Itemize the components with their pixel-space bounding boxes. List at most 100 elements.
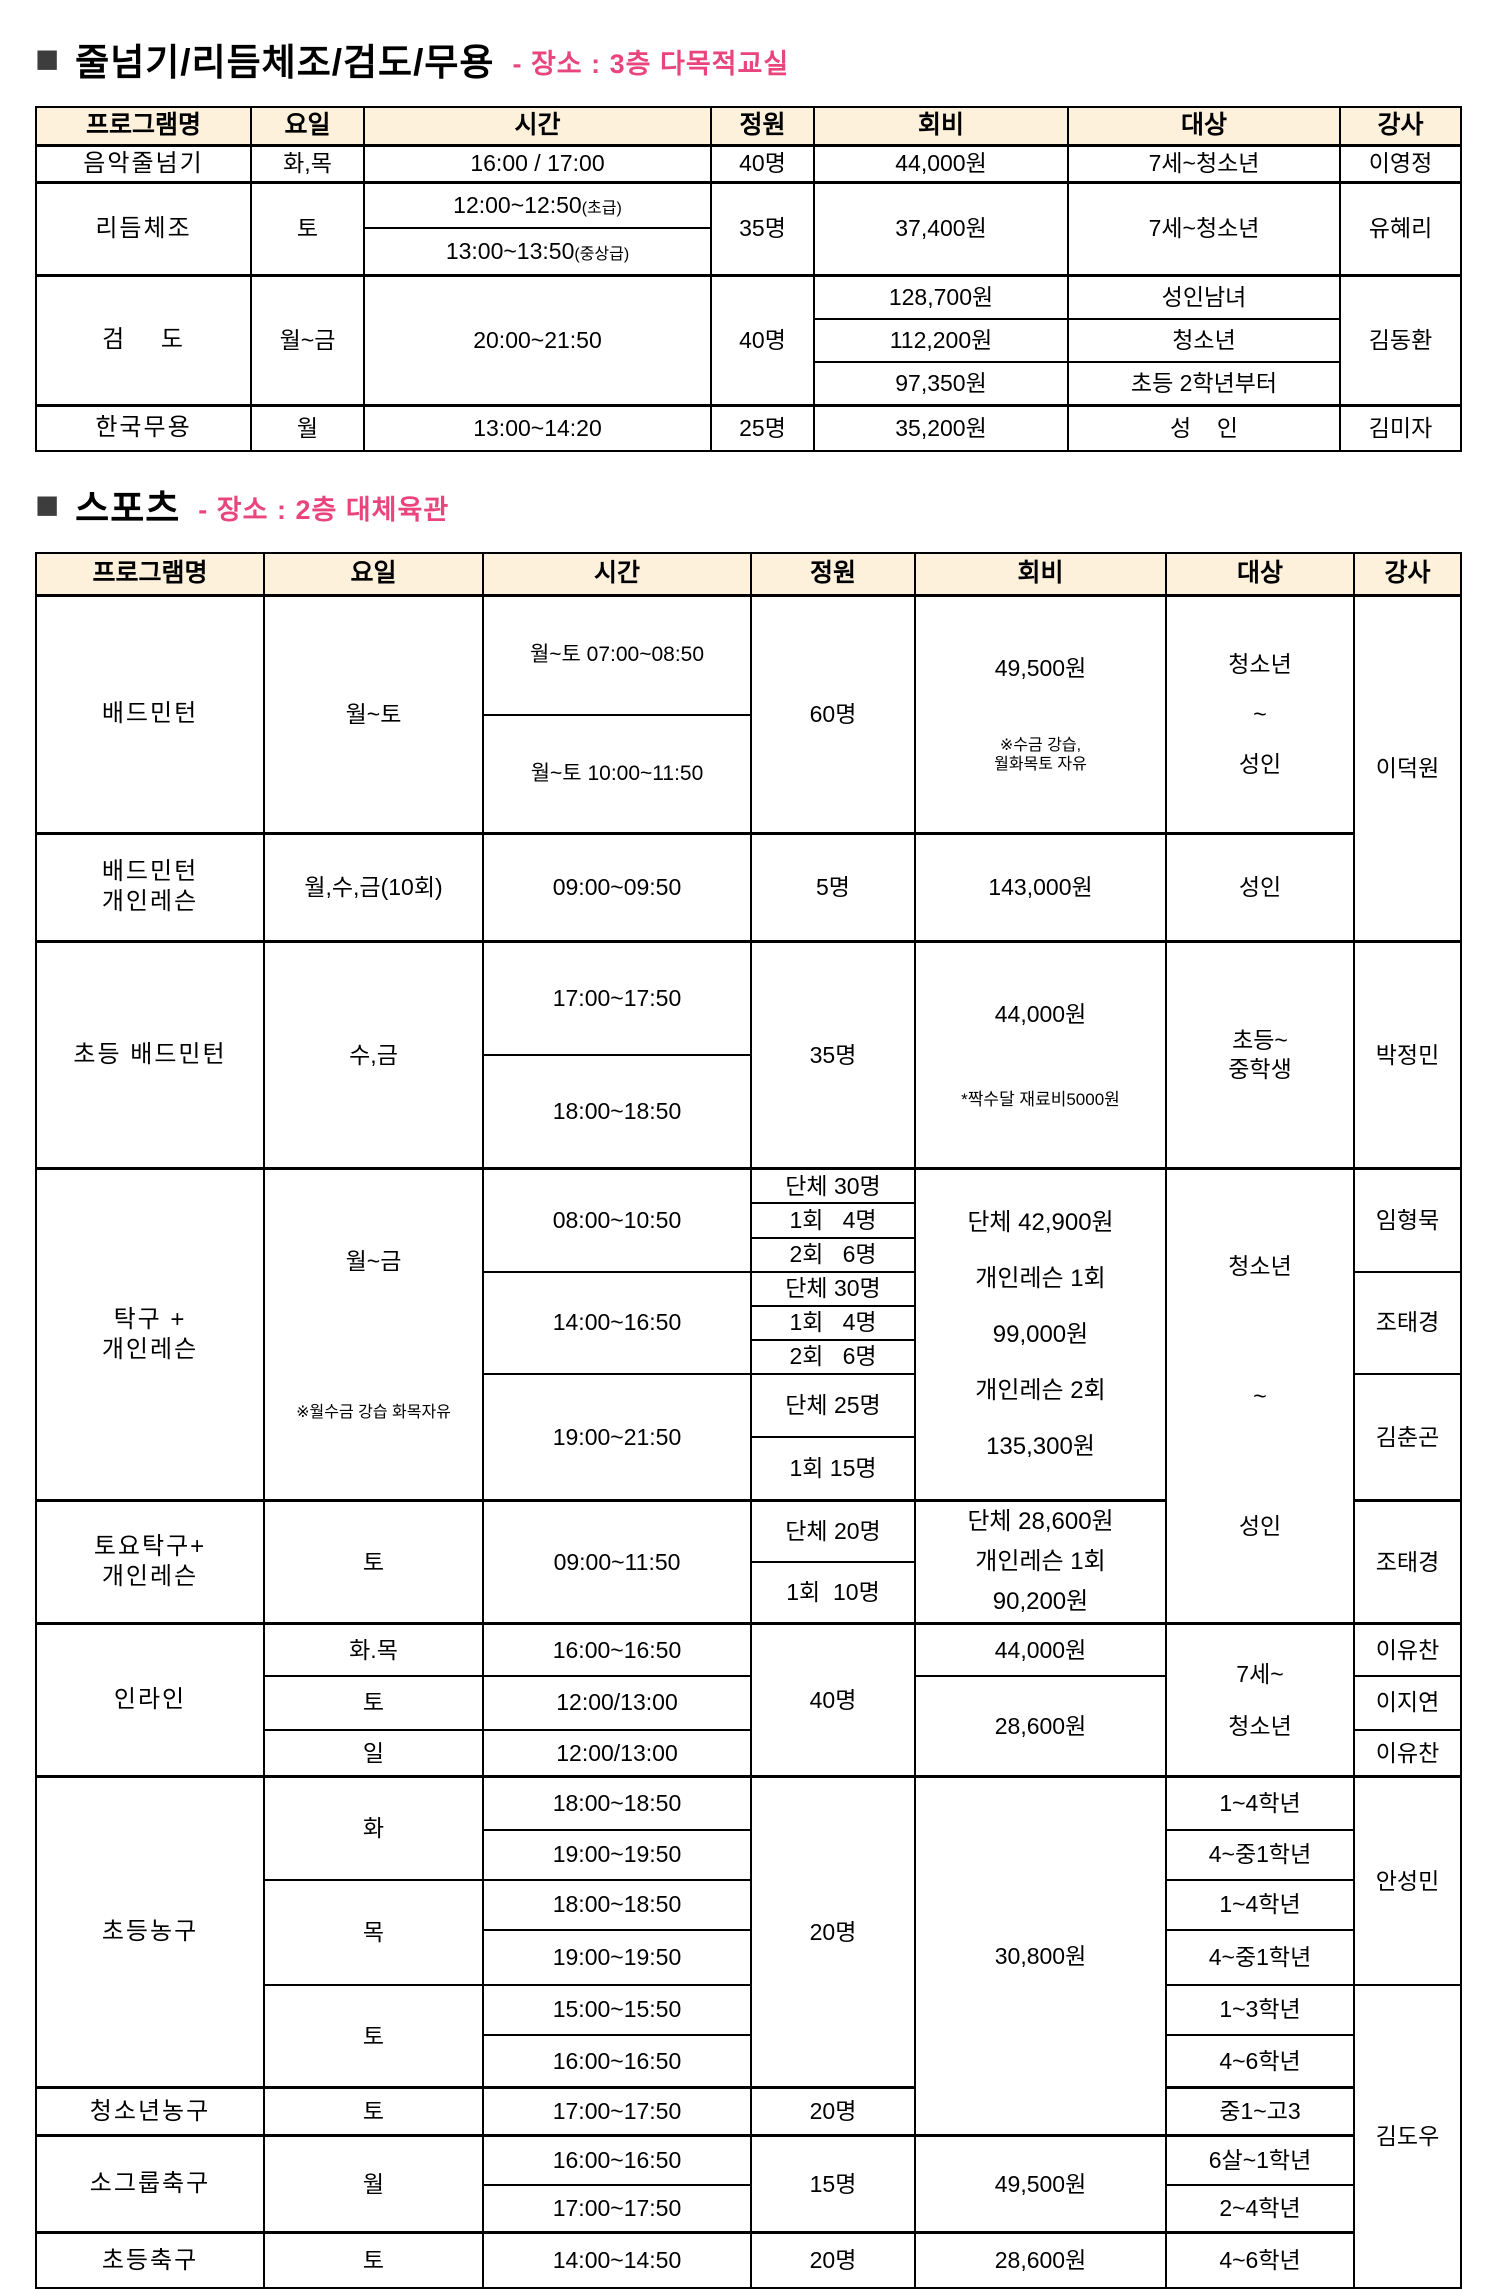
row-bball-2: 19:00~19:50 4~중1학년 — [36, 1828, 1461, 1881]
row-youth-basketball: 청소년농구 토 17:00~17:50 20명 중1~고3 — [35, 2086, 1461, 2137]
rhythm-time-1: 12:00~12:50(초급) — [363, 180, 712, 229]
sat-tabletennis-fee: 단체 28,600원 개인레슨 1회 90,200원 — [914, 1499, 1167, 1625]
youth-basketball-day: 토 — [263, 2086, 484, 2137]
row-kendo-1: 검 도 월~금 20:00~21:50 40명 128,700원 성인남녀 김동… — [35, 273, 1462, 406]
kendo-time: 20:00~21:50 — [363, 273, 712, 406]
elem-badminton-name: 초등 배드민턴 — [35, 939, 265, 1170]
section2-location: - 장소 : 2층 대체육관 — [198, 494, 450, 525]
t1-col-target: 대상 — [1067, 106, 1341, 147]
elem-soccer-fee: 28,600원 — [914, 2231, 1167, 2289]
elem-badminton-teacher: 박정민 — [1353, 939, 1462, 1170]
schedule-table-sports: 프로그램명 요일 시간 정원 회비 대상 강사 배드민턴 월~토 월~토 07:… — [35, 552, 1462, 2289]
badminton-fee-amount: 49,500원 — [994, 655, 1087, 681]
smallgroup-soccer-target-2: 2~4학년 — [1165, 2183, 1355, 2234]
tabletennis-cap-3b: 1회 15명 — [750, 1435, 916, 1502]
elem-soccer-name: 초등축구 — [35, 2231, 265, 2289]
dance-teacher: 김미자 — [1339, 403, 1462, 452]
badminton-capacity: 60명 — [750, 593, 916, 835]
elem-basketball-time-2: 19:00~19:50 — [482, 1828, 752, 1881]
t2-col-fee: 회비 — [914, 552, 1167, 597]
tabletennis-time-3: 19:00~21:50 — [482, 1372, 752, 1502]
row-elem-badminton-1: 초등 배드민턴 수,금 17:00~17:50 35명 44,000원 *짝수달… — [35, 939, 1462, 1170]
elem-basketball-day-tue: 화 — [263, 1775, 484, 1881]
row-badminton-lesson: 배드민턴 개인레슨 월,수,금(10회) 09:00~09:50 5명 143,… — [35, 831, 1461, 943]
tabletennis-day-text: 월~금 — [345, 1248, 402, 1275]
tabletennis-target: 청소년 ~ 성인 — [1165, 1167, 1355, 1625]
row-bball-4: 19:00~19:50 4~중1학년 — [36, 1928, 1461, 1986]
kendo-target-adult: 성인남녀 — [1067, 273, 1341, 320]
jumprope-teacher: 이영정 — [1339, 144, 1462, 183]
row-inline-1: 인라인 화.목 16:00~16:50 40명 44,000원 7세~ 청소년 … — [35, 1622, 1462, 1778]
badminton-name: 배드민턴 — [35, 593, 265, 835]
row-tt-6: 2회 6명 — [36, 1338, 1461, 1375]
badminton-fee-note: ※수금 강습, 월화목토 자유 — [994, 737, 1087, 774]
smallgroup-soccer-target-1: 6살~1학년 — [1165, 2134, 1355, 2186]
row-tt-7: 19:00~21:50 단체 25명 김춘곤 — [36, 1372, 1462, 1502]
row-tt-1: 탁구 + 개인레슨 월~금 ※월수금 강습 화목자유 08:00~10:50 단… — [35, 1167, 1462, 1625]
rhythm-time-1-text: 12:00~12:50 — [453, 191, 582, 218]
square-bullet-icon: ■ — [35, 37, 60, 81]
inline-time-1: 16:00~16:50 — [482, 1622, 752, 1677]
row-rhythm-2: 13:00~13:50(중상급) — [36, 227, 1461, 276]
badminton-time-2: 월~토 10:00~11:50 — [482, 713, 752, 835]
elem-basketball-target-5: 1~3학년 — [1165, 1983, 1355, 2036]
inline-fee-23: 28,600원 — [914, 1674, 1167, 1778]
sat-tabletennis-day: 토 — [263, 1499, 484, 1625]
row-inline-2: 토 12:00/13:00 28,600원 이지연 — [36, 1674, 1462, 1778]
row-tt-4: 14:00~16:50 단체 30명 조태경 — [36, 1270, 1462, 1375]
elem-basketball-capacity: 20명 — [750, 1775, 916, 2089]
smallgroup-soccer-name: 소그룹축구 — [35, 2134, 265, 2234]
rhythm-fee: 37,400원 — [813, 180, 1069, 276]
kendo-name: 검 도 — [35, 273, 252, 406]
inline-capacity: 40명 — [750, 1622, 916, 1778]
sat-tabletennis-cap-1: 단체 20명 — [750, 1499, 916, 1564]
rhythm-time-2: 13:00~13:50(중상급) — [363, 227, 712, 276]
elem-basketball-time-1: 18:00~18:50 — [482, 1775, 752, 1831]
badminton-lesson-time: 09:00~09:50 — [482, 831, 752, 943]
elem-basketball-day-sat: 토 — [263, 1983, 484, 2089]
tabletennis-cap-2b: 1회 4명 — [750, 1304, 916, 1341]
elem-basketball-time-5: 15:00~15:50 — [482, 1983, 752, 2036]
elem-basketball-target-4: 4~중1학년 — [1165, 1928, 1355, 1986]
inline-time-3: 12:00/13:00 — [482, 1728, 752, 1778]
t1-col-teacher: 강사 — [1339, 106, 1462, 147]
elem-basketball-target-3: 1~4학년 — [1165, 1878, 1355, 1931]
dance-fee: 35,200원 — [813, 403, 1069, 452]
kendo-fee-elem: 97,350원 — [813, 361, 1069, 406]
badminton-target: 청소년 ~ 성인 — [1165, 593, 1355, 835]
inline-fee-1: 44,000원 — [914, 1622, 1167, 1677]
row-kendo-3: 97,350원 초등 2학년부터 — [36, 361, 1461, 406]
basketball-soccer-teacher: 김도우 — [1353, 1983, 1462, 2289]
elem-soccer-time: 14:00~14:50 — [482, 2231, 752, 2289]
tabletennis-cap-1a: 단체 30명 — [750, 1167, 916, 1204]
elem-basketball-teacher-top: 안성민 — [1353, 1775, 1462, 1986]
tabletennis-time-2: 14:00~16:50 — [482, 1270, 752, 1375]
tabletennis-fee: 단체 42,900원 개인레슨 1회 99,000원 개인레슨 2회 135,3… — [914, 1167, 1167, 1502]
inline-time-2: 12:00/13:00 — [482, 1674, 752, 1731]
row-dance: 한국무용 월 13:00~14:20 25명 35,200원 성 인 김미자 — [35, 403, 1462, 452]
elem-basketball-time-4: 19:00~19:50 — [482, 1928, 752, 1986]
tabletennis-name: 탁구 + 개인레슨 — [35, 1167, 265, 1502]
elem-badminton-day: 수,금 — [263, 939, 484, 1170]
t2-col-capacity: 정원 — [750, 552, 916, 597]
inline-teacher-2: 이지연 — [1353, 1674, 1462, 1731]
tabletennis-teacher-1: 임형묵 — [1353, 1167, 1462, 1273]
row-bball-3: 목 18:00~18:50 1~4학년 — [36, 1878, 1461, 1986]
schedule-table-multipurpose: 프로그램명 요일 시간 정원 회비 대상 강사 음악줄넘기 화,목 16:00 … — [35, 106, 1462, 452]
jumprope-name: 음악줄넘기 — [35, 144, 252, 183]
tabletennis-teacher-3: 김춘곤 — [1353, 1372, 1462, 1502]
row-badminton-2: 월~토 10:00~11:50 — [36, 713, 1461, 835]
tabletennis-cap-3a: 단체 25명 — [750, 1372, 916, 1438]
smallgroup-soccer-day: 월 — [263, 2134, 484, 2234]
elem-basketball-time-6: 16:00~16:50 — [482, 2033, 752, 2089]
smallgroup-soccer-fee: 49,500원 — [914, 2134, 1167, 2234]
rhythm-day: 토 — [250, 180, 365, 276]
inline-day-1: 화.목 — [263, 1622, 484, 1677]
dance-capacity: 25명 — [710, 403, 815, 452]
rhythm-name: 리듬체조 — [35, 180, 252, 276]
elem-badminton-fee: 44,000원 *짝수달 재료비5000원 — [914, 939, 1167, 1170]
tabletennis-teacher-2: 조태경 — [1353, 1270, 1462, 1375]
row-jumprope: 음악줄넘기 화,목 16:00 / 17:00 40명 44,000원 7세~청… — [35, 144, 1462, 183]
row-inline-3: 일 12:00/13:00 이유찬 — [36, 1728, 1462, 1778]
